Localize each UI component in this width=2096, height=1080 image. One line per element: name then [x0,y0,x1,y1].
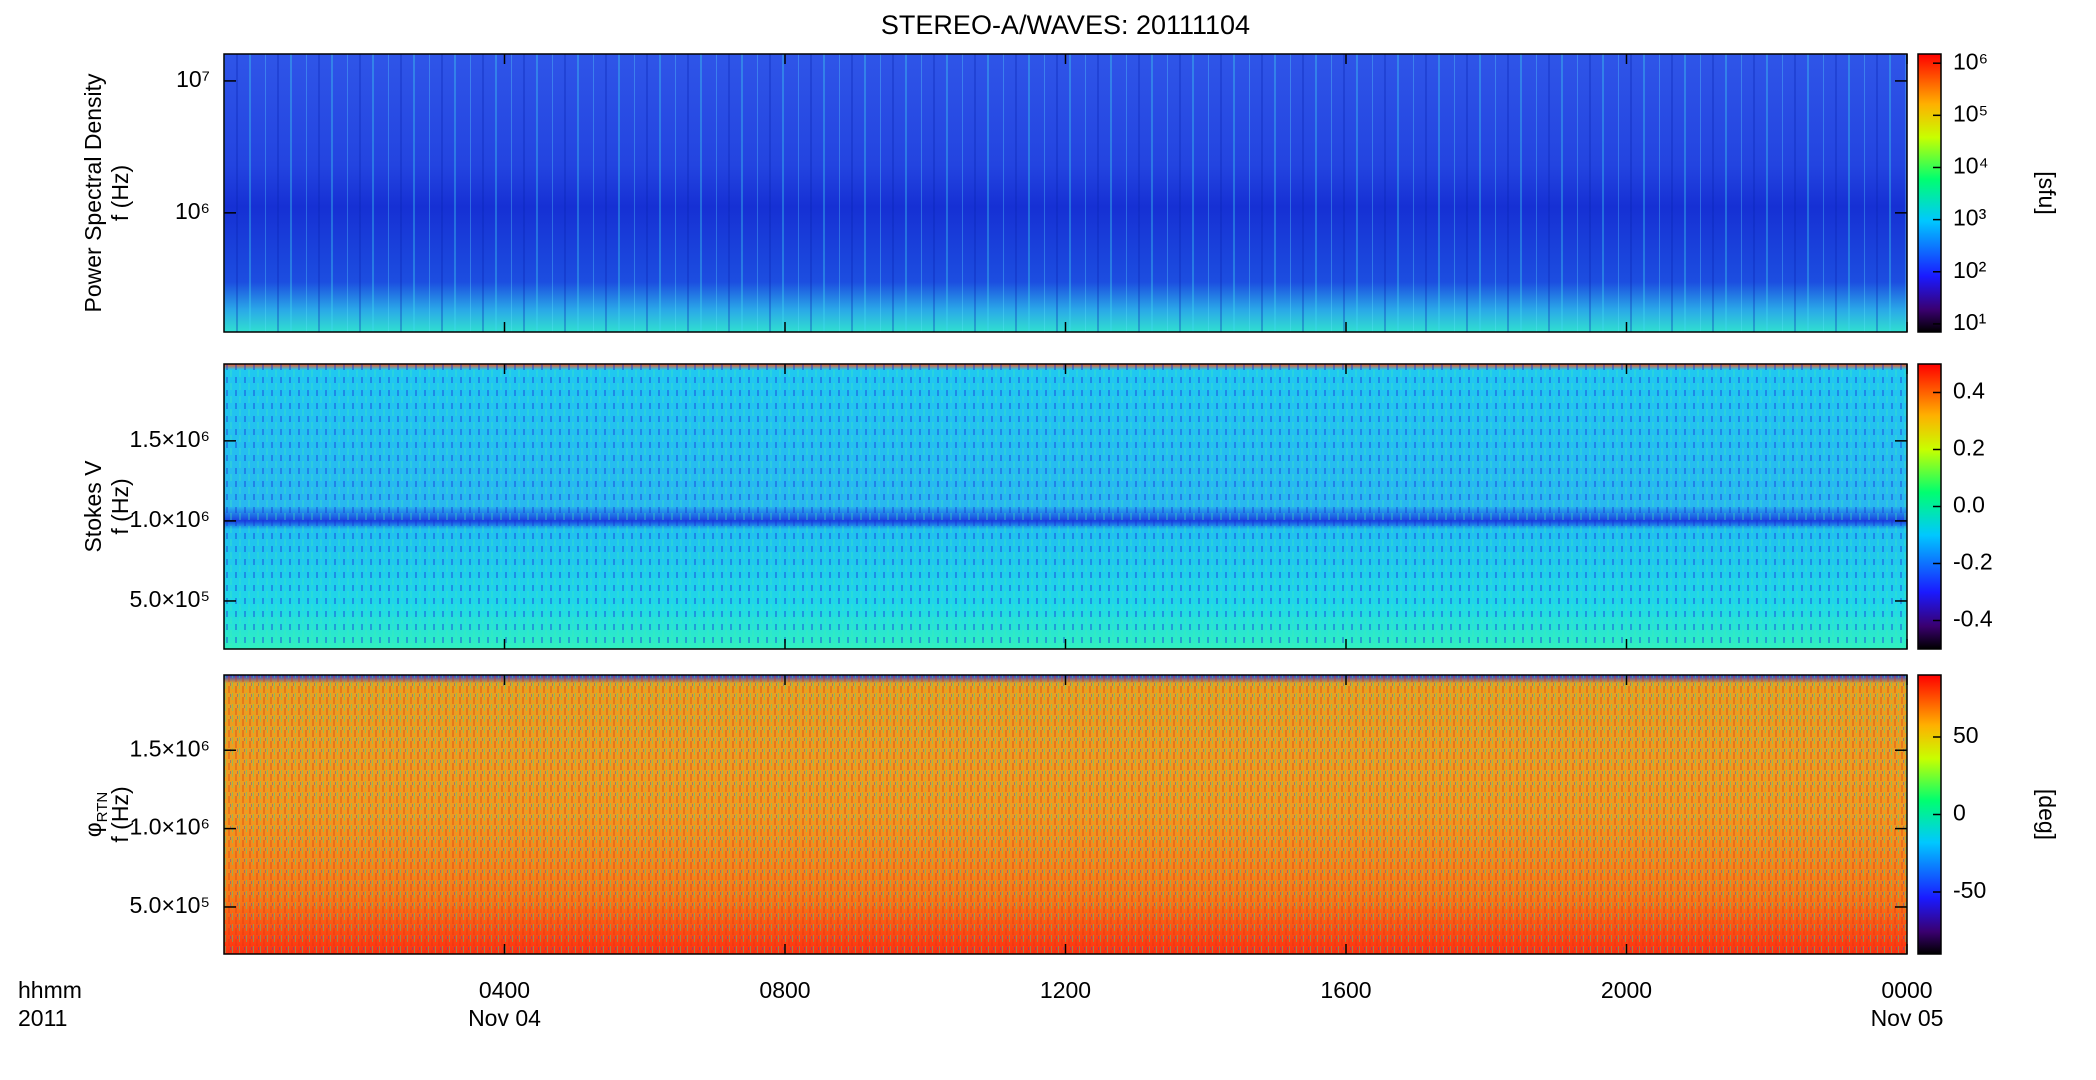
colorbar-tick-label: 10⁶ [1953,48,1988,74]
y-axis-label: f (Hz) [107,165,133,221]
colorbar-tick-label: -0.4 [1953,606,1993,632]
x-tick-label: 1200 [1040,977,1091,1003]
colorbar-tick-label: 10³ [1953,205,1987,231]
y-axis-label-text: φ [80,822,106,837]
x-tick-label: 0400 [479,977,530,1003]
x-tick-label: 0800 [759,977,810,1003]
y-axis-label: Stokes V [80,460,106,553]
y-axis-label: f (Hz) [107,786,133,842]
colorbar-tick-label: 50 [1953,722,1979,748]
colorbar-label: [deg] [2034,789,2060,840]
colorbar [1918,364,1941,649]
y-axis-label-subscript: RTN [94,792,111,823]
x-tick-label: 2000 [1601,977,1652,1003]
y-tick-label: 10⁷ [176,66,210,92]
colorbar-tick-label: 0.2 [1953,435,1985,461]
colorbar-tick-label: -50 [1953,877,1986,903]
spectrogram-texture [224,54,1907,332]
chart-title: STEREO-A/WAVES: 20111104 [881,10,1250,40]
colorbar-tick-label: 10⁵ [1953,100,1988,126]
colorbar-tick-label: -0.2 [1953,549,1993,575]
spectrogram-texture [224,675,1907,954]
y-axis-label: Power Spectral Density [80,73,106,313]
y-axis-label-text: Power Spectral Density [80,73,106,313]
colorbar-tick-label: 0.4 [1953,378,1985,404]
y-tick-label: 1.5×10⁶ [130,735,210,761]
x-tick-label: 0000 [1881,977,1932,1003]
y-axis-label: f (Hz) [107,478,133,534]
colorbar-frame [1917,53,1942,333]
colorbar-tick-label: 10⁴ [1953,153,1988,179]
y-tick-label: 1.5×10⁶ [130,426,210,452]
y-tick-label: 1.0×10⁶ [130,506,210,532]
y-tick-label: 5.0×10⁵ [129,586,210,612]
colorbar-tick-label: 0.0 [1953,492,1985,518]
colorbar [1918,675,1941,954]
spectrogram-texture [224,364,1907,649]
colorbar-label: [sfu] [2034,171,2060,214]
y-tick-label: 10⁶ [175,198,210,224]
x-axis-header: hhmm [18,977,82,1003]
y-axis-label: φRTN [80,792,111,837]
colorbar-tick-label: 10² [1953,257,1987,283]
y-tick-label: 5.0×10⁵ [129,892,210,918]
y-tick-label: 1.0×10⁶ [130,814,210,840]
x-axis-header: 2011 [18,1005,67,1031]
x-tick-label: 1600 [1320,977,1371,1003]
colorbar-tick-label: 10¹ [1953,309,1987,335]
colorbar [1918,54,1941,332]
x-date-label: Nov 05 [1871,1005,1944,1031]
x-date-label: Nov 04 [468,1005,541,1031]
y-axis-label-text: Stokes V [80,460,106,553]
colorbar-tick-label: 0 [1953,800,1966,826]
